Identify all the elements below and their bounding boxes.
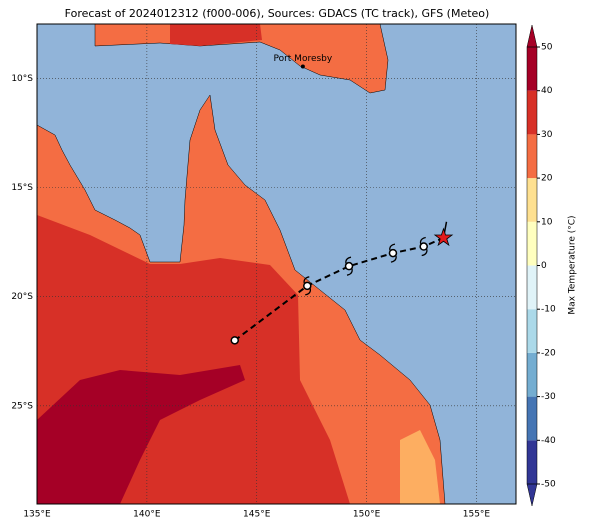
city-marker bbox=[300, 64, 305, 69]
colorbar-band bbox=[527, 309, 537, 353]
map-frame bbox=[36, 23, 517, 505]
colorbar-band bbox=[527, 265, 537, 310]
y-tick-label: 25°S bbox=[11, 401, 33, 411]
x-tick-label: 155°E bbox=[463, 510, 491, 520]
colorbar-band bbox=[527, 134, 537, 179]
colorbar-extend-top bbox=[526, 24, 538, 48]
colorbar-tick-label: 10 bbox=[541, 217, 553, 227]
land-png-west bbox=[170, 24, 262, 46]
track-point bbox=[344, 261, 354, 271]
colorbar-tick-label: -20 bbox=[541, 348, 556, 358]
colorbar-tick-label: 0 bbox=[541, 261, 547, 271]
y-tick-label: 20°S bbox=[11, 292, 33, 302]
colorbar-tick-label: 40 bbox=[541, 86, 553, 96]
title: Forecast of 2024012312 (f000-006), Sourc… bbox=[65, 7, 490, 20]
city-label: Port Moresby bbox=[273, 54, 332, 64]
land-cool bbox=[400, 430, 440, 504]
y-tick-label: 10°S bbox=[11, 74, 33, 84]
x-tick-label: 150°E bbox=[353, 510, 381, 520]
x-tick-label: 140°E bbox=[133, 510, 161, 520]
track-line bbox=[234, 236, 444, 342]
colorbar-tick-label: -50 bbox=[541, 480, 556, 490]
colorbar-tick-label: 30 bbox=[541, 130, 553, 140]
colorbar-band bbox=[527, 47, 537, 91]
current-position bbox=[433, 227, 454, 247]
track-point bbox=[230, 336, 240, 345]
land-hot bbox=[37, 365, 245, 504]
map-base bbox=[37, 24, 516, 504]
colorbar-tick-label: -30 bbox=[541, 392, 556, 402]
colorbar-band bbox=[527, 178, 537, 222]
track-point bbox=[303, 281, 312, 291]
colorbar-tick-label: 50 bbox=[541, 43, 553, 53]
colorbar-band bbox=[527, 440, 537, 484]
colorbar-band bbox=[527, 396, 537, 441]
colorbar-extend-bottom bbox=[526, 483, 538, 507]
colorbar-band bbox=[527, 90, 537, 135]
colorbar-tick-label: 20 bbox=[541, 174, 553, 184]
colorbar-tick-label: -40 bbox=[541, 436, 556, 446]
colorbar-label: Max Temperature (°C) bbox=[568, 215, 578, 314]
x-tick-label: 145°E bbox=[243, 510, 271, 520]
track-point bbox=[388, 248, 398, 258]
colorbar-tick-label: -10 bbox=[541, 305, 556, 315]
colorbar-band bbox=[527, 221, 537, 266]
land-png bbox=[94, 24, 389, 94]
y-tick-label: 15°S bbox=[11, 183, 33, 193]
overlay: Port Moresby bbox=[230, 54, 454, 345]
track-point bbox=[419, 242, 428, 251]
colorbar-band bbox=[527, 352, 537, 397]
x-tick-label: 135°E bbox=[23, 510, 51, 520]
